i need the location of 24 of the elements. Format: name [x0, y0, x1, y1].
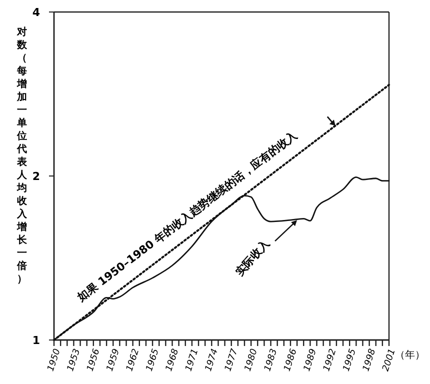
x-tick-label: 1998: [362, 348, 378, 373]
x-tick-label: 1956: [86, 348, 102, 373]
x-tick-label: 1992: [322, 348, 339, 373]
x-tick-label: 1965: [144, 348, 162, 373]
x-tick-label: 1980: [243, 348, 260, 373]
y-tick-label: 1: [32, 334, 40, 347]
x-tick-label: 1971: [184, 348, 201, 373]
x-tick-label: 1986: [282, 348, 300, 373]
x-tick-label: 1962: [125, 348, 142, 373]
x-tick-label: 1959: [105, 348, 122, 373]
x-tick-label: 1950: [46, 348, 63, 373]
x-tick-label: 1989: [302, 348, 320, 373]
x-tick-label: 1983: [263, 348, 280, 373]
x-tick-label: 2001: [381, 348, 398, 373]
x-tick-label: 1974: [204, 348, 221, 373]
text: 对数（每增加一单位代表人均收入增长一倍）: [17, 27, 27, 285]
x-axis-title: （年）: [395, 349, 425, 361]
x-tick-label: 1968: [164, 348, 182, 373]
y-tick-label: 2: [32, 170, 40, 183]
annotation: 实际收入: [232, 236, 273, 278]
y-tick-label: 4: [32, 6, 40, 19]
x-tick-label: 1995: [342, 348, 359, 373]
x-tick-label: 1977: [224, 348, 240, 373]
x-tick-label: 1953: [66, 348, 83, 373]
